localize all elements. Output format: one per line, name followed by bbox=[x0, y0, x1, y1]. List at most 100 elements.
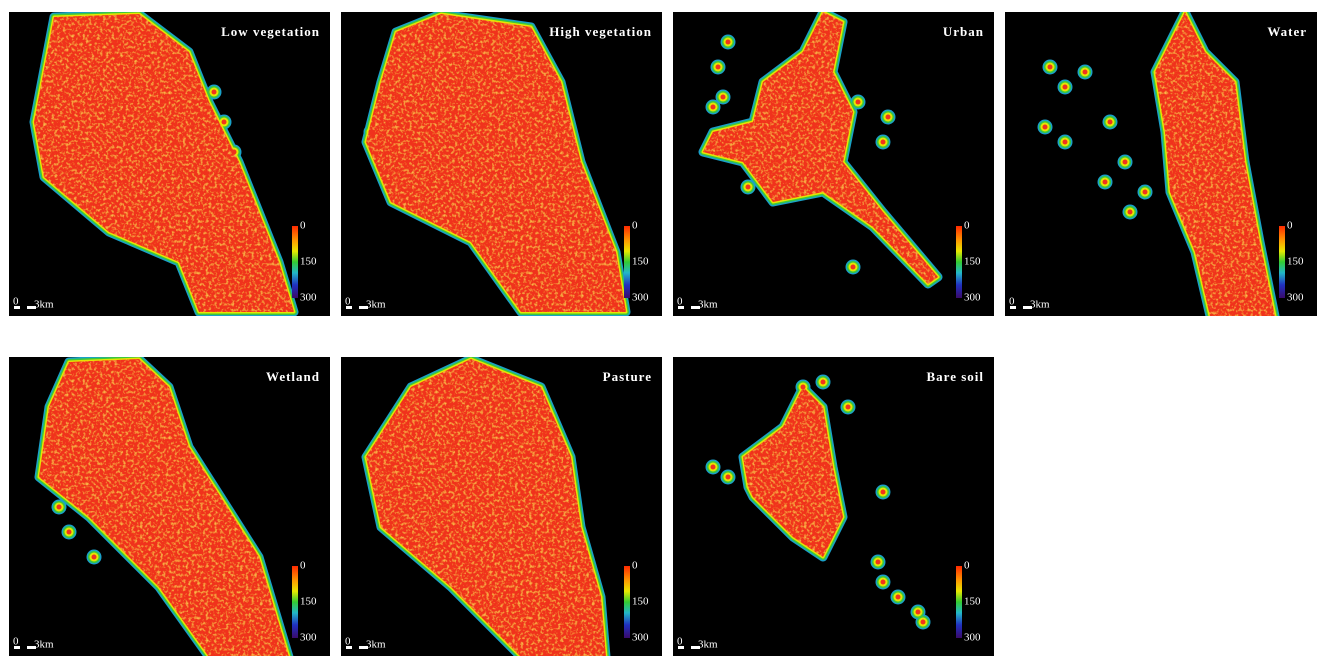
scale-end: 3km bbox=[34, 299, 54, 311]
colorbar bbox=[956, 226, 962, 298]
patch bbox=[1063, 140, 1068, 145]
patch bbox=[212, 90, 217, 95]
map-panel: Urban 0 150 300 0 3km bbox=[673, 12, 994, 316]
scale-start: 0 bbox=[677, 296, 683, 308]
colorbar-tick-label: 0 bbox=[1287, 220, 1293, 232]
colorbar-tick-label: 150 bbox=[300, 256, 317, 268]
patch bbox=[369, 130, 374, 135]
panel-title: Low vegetation bbox=[221, 24, 320, 39]
patch bbox=[916, 610, 921, 615]
scale-start: 0 bbox=[345, 636, 351, 648]
scale-bar-seg bbox=[684, 646, 691, 649]
panel-title: Wetland bbox=[266, 369, 320, 384]
patch bbox=[801, 385, 806, 390]
patch bbox=[726, 40, 731, 45]
scale-end: 3km bbox=[366, 639, 386, 651]
colorbar-tick-label: 150 bbox=[964, 256, 981, 268]
scale-start: 0 bbox=[345, 296, 351, 308]
panel-title: Urban bbox=[943, 24, 984, 39]
patch bbox=[57, 505, 62, 510]
colorbar-tick-label: 300 bbox=[1287, 292, 1304, 304]
colorbar-tick-label: 0 bbox=[632, 220, 638, 232]
patch bbox=[1043, 125, 1048, 130]
colorbar bbox=[292, 226, 298, 298]
scale-bar-seg bbox=[20, 646, 27, 649]
scale-bar-seg bbox=[352, 306, 359, 309]
patch bbox=[222, 120, 227, 125]
scale-end: 3km bbox=[1030, 299, 1050, 311]
patch bbox=[1128, 210, 1133, 215]
colorbar-tick-label: 300 bbox=[300, 632, 317, 644]
colorbar bbox=[624, 566, 630, 638]
colorbar-tick-label: 0 bbox=[964, 220, 970, 232]
patch bbox=[921, 620, 926, 625]
scale-start: 0 bbox=[13, 636, 19, 648]
colorbar bbox=[292, 566, 298, 638]
scale-bar-seg bbox=[352, 646, 359, 649]
patch bbox=[1063, 85, 1068, 90]
patch bbox=[846, 405, 851, 410]
patch bbox=[1083, 70, 1088, 75]
patch bbox=[117, 535, 122, 540]
patch bbox=[881, 490, 886, 495]
scale-bar-seg bbox=[684, 306, 691, 309]
patch bbox=[102, 505, 107, 510]
patch bbox=[881, 140, 886, 145]
patch bbox=[746, 185, 751, 190]
patch bbox=[579, 615, 584, 620]
patch bbox=[247, 240, 252, 245]
panel-title: Pasture bbox=[603, 369, 652, 384]
colorbar-tick-label: 150 bbox=[1287, 256, 1304, 268]
patch bbox=[721, 95, 726, 100]
colorbar-tick-label: 150 bbox=[632, 256, 649, 268]
patch bbox=[92, 555, 97, 560]
scale-start: 0 bbox=[13, 296, 19, 308]
colorbar-tick-label: 0 bbox=[300, 220, 306, 232]
scale-start: 0 bbox=[677, 636, 683, 648]
patch bbox=[384, 170, 389, 175]
patch bbox=[1143, 190, 1148, 195]
colorbar bbox=[1279, 226, 1285, 298]
colorbar-tick-label: 300 bbox=[964, 632, 981, 644]
scale-bar-seg bbox=[1016, 306, 1023, 309]
panel-title: Bare soil bbox=[926, 369, 984, 384]
colorbar-tick-label: 300 bbox=[632, 632, 649, 644]
scale-end: 3km bbox=[366, 299, 386, 311]
colorbar-tick-label: 300 bbox=[964, 292, 981, 304]
patch bbox=[1103, 180, 1108, 185]
colorbar bbox=[956, 566, 962, 638]
scale-end: 3km bbox=[698, 299, 718, 311]
colorbar-tick-label: 0 bbox=[964, 560, 970, 572]
patch bbox=[856, 100, 861, 105]
colorbar-tick-label: 150 bbox=[964, 596, 981, 608]
patch bbox=[711, 105, 716, 110]
scale-bar-seg bbox=[20, 306, 27, 309]
patch bbox=[232, 150, 237, 155]
colorbar bbox=[624, 226, 630, 298]
patch bbox=[1048, 65, 1053, 70]
colorbar-tick-label: 0 bbox=[632, 560, 638, 572]
map-panel: High vegetation 0 150 300 0 3km bbox=[341, 12, 662, 316]
patch bbox=[726, 475, 731, 480]
colorbar-tick-label: 300 bbox=[300, 292, 317, 304]
patch bbox=[876, 560, 881, 565]
patch bbox=[227, 210, 232, 215]
patch bbox=[881, 580, 886, 585]
patch bbox=[67, 530, 72, 535]
patch bbox=[851, 265, 856, 270]
colorbar-tick-label: 0 bbox=[300, 560, 306, 572]
patch bbox=[1108, 120, 1113, 125]
patch bbox=[821, 380, 826, 385]
colorbar-tick-label: 150 bbox=[300, 596, 317, 608]
patch bbox=[1123, 160, 1128, 165]
patch bbox=[589, 635, 594, 640]
patch bbox=[716, 65, 721, 70]
patch bbox=[711, 465, 716, 470]
panel-title: High vegetation bbox=[549, 24, 652, 39]
patch bbox=[42, 465, 47, 470]
colorbar-tick-label: 300 bbox=[632, 292, 649, 304]
